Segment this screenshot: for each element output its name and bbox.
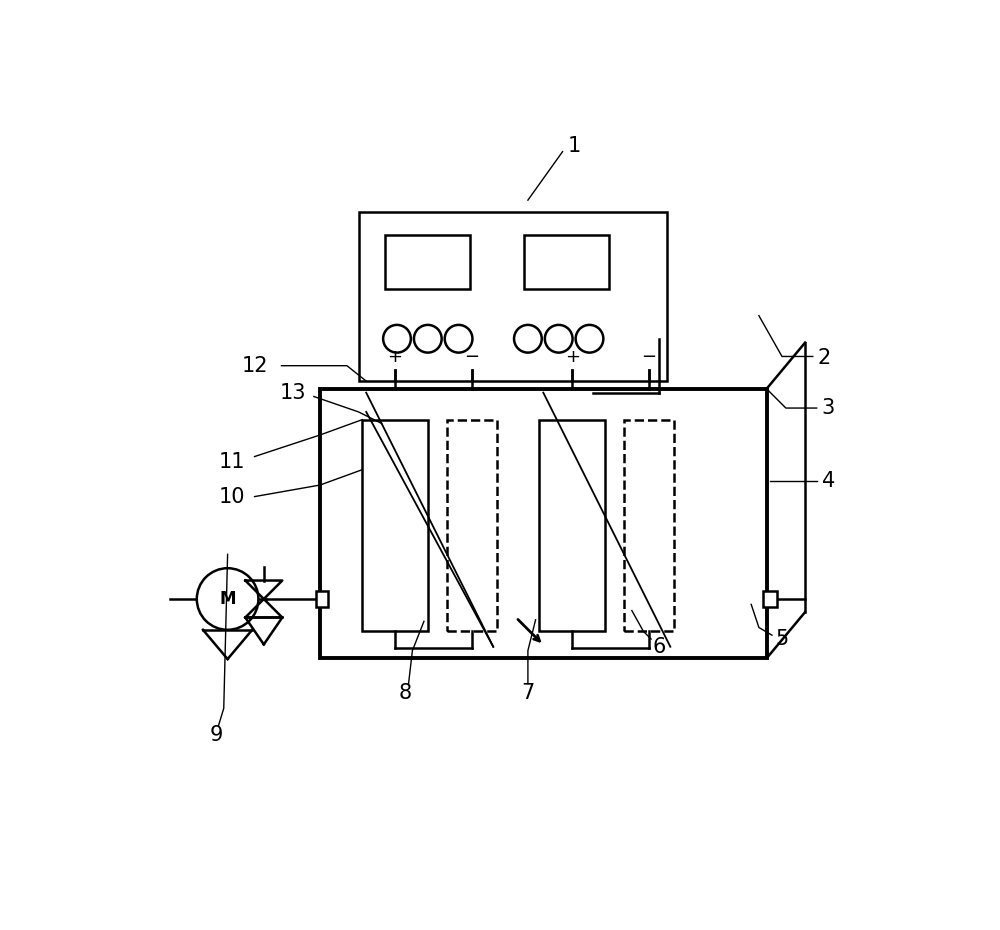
Circle shape — [514, 325, 542, 352]
Text: 1: 1 — [567, 137, 581, 156]
Text: +: + — [565, 348, 580, 365]
Text: 2: 2 — [818, 348, 831, 368]
Text: −: − — [642, 348, 657, 365]
Text: 12: 12 — [241, 355, 268, 376]
Circle shape — [576, 325, 603, 352]
Circle shape — [545, 325, 573, 352]
Circle shape — [445, 325, 472, 352]
Bar — [447, 419, 497, 631]
Text: 8: 8 — [398, 683, 411, 703]
Text: −: − — [465, 348, 480, 365]
Bar — [385, 234, 470, 288]
Text: 3: 3 — [822, 398, 835, 419]
Bar — [539, 419, 605, 631]
Text: 11: 11 — [218, 452, 245, 472]
Bar — [362, 419, 428, 631]
Circle shape — [197, 568, 258, 630]
Bar — [320, 389, 767, 658]
Bar — [763, 591, 777, 606]
Text: 9: 9 — [209, 725, 223, 745]
Bar — [524, 234, 609, 288]
Bar — [624, 419, 674, 631]
Bar — [358, 212, 667, 381]
Text: +: + — [388, 348, 403, 365]
Text: 10: 10 — [218, 486, 245, 507]
Bar — [316, 591, 328, 606]
Text: 5: 5 — [775, 629, 789, 649]
Text: 13: 13 — [280, 382, 306, 403]
Text: 7: 7 — [521, 683, 535, 703]
Circle shape — [414, 325, 442, 352]
Text: M: M — [219, 590, 236, 608]
Circle shape — [383, 325, 411, 352]
Text: 6: 6 — [652, 637, 665, 657]
Text: 4: 4 — [822, 472, 835, 491]
